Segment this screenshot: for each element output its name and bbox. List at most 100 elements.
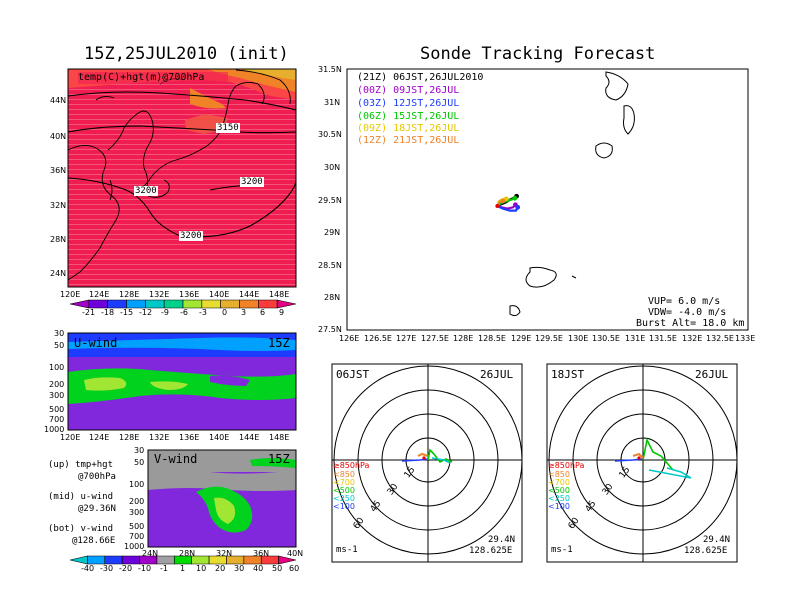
- wind-cbar-label: 50: [272, 564, 283, 573]
- uwind-p-tick: 50: [54, 341, 65, 350]
- vwind-lat-tick: 32N: [216, 549, 233, 558]
- sonde-track-2: [496, 205, 519, 212]
- contour-label-3150: 3150: [216, 123, 240, 133]
- map-lon-tick: 120E: [60, 290, 81, 299]
- param-burst: Burst Alt= 18.0 km: [636, 318, 745, 329]
- note-mid: (mid) u-wind: [48, 492, 114, 502]
- wind-cbar-label: 40: [253, 564, 264, 573]
- uwind-lon-tick: 140E: [209, 433, 230, 442]
- temp-cbar-label: -9: [161, 308, 169, 317]
- hodo0-level: <500: [333, 486, 355, 495]
- hodo0-level: <100: [333, 502, 355, 511]
- hodo0-time: 06JST: [336, 368, 370, 381]
- temp-cbar-label: 6: [260, 308, 266, 317]
- uwind-p-tick: 100: [49, 363, 65, 372]
- hodo1-units: ms-1: [551, 545, 573, 555]
- sonde-endpoint-5: [500, 198, 506, 204]
- hodo1-lon: 128.625E: [684, 546, 728, 556]
- temp-colorbar-swatch: [220, 299, 240, 309]
- hodo-trace-850: [417, 452, 429, 457]
- uwind-section: [68, 333, 296, 430]
- note-mid-sub: @29.36N: [78, 504, 116, 514]
- temp-colorbar-swatch: [69, 299, 90, 309]
- wind-colorbar-swatch: [87, 555, 106, 565]
- vwind-p-tick: 30: [134, 446, 145, 455]
- vwind-p-tick: 1000: [124, 542, 145, 551]
- sonde-endpoint-2: [515, 204, 521, 210]
- temp-cbar-label: 3: [241, 308, 247, 317]
- temp-colorbar-swatch: [239, 299, 259, 309]
- hodo0-level: <700: [333, 478, 355, 487]
- track-lon-tick: 131.5E: [649, 334, 677, 343]
- hodo-origin: [637, 456, 641, 460]
- hodo-trace-250: [648, 467, 692, 479]
- temp-cbar-label: -3: [199, 308, 207, 317]
- hodo0-date: 26JUL: [480, 368, 514, 381]
- vwind-p-tick: 500: [129, 522, 145, 531]
- vwind-label: V-wind: [154, 452, 198, 466]
- vwind-time: 15Z: [268, 452, 290, 466]
- hodo1-time: 18JST: [551, 368, 585, 381]
- uwind-p-tick: 30: [54, 329, 65, 338]
- wind-colorbar: [69, 555, 297, 565]
- track-lon-tick: 128.5E: [478, 334, 506, 343]
- track-lon-tick: 131E: [625, 334, 646, 343]
- temp-cbar-label: -18: [101, 308, 115, 317]
- temp-colorbar-swatch: [88, 299, 108, 309]
- temp-colorbar-swatch: [182, 299, 203, 309]
- uwind-label: U-wind: [74, 336, 118, 350]
- legend-entry: (00Z) 09JST,26JUL: [357, 85, 460, 96]
- uwind-time: 15Z: [268, 336, 290, 350]
- wind-cbar-label: 1: [180, 564, 186, 573]
- uwind-lon-tick: 144E: [239, 433, 260, 442]
- temp-colorbar-swatch: [145, 299, 165, 309]
- track-lat-tick: 30.5N: [318, 130, 342, 139]
- param-vup: VUP= 6.0 m/s: [648, 296, 721, 307]
- wind-cbar-label: -30: [100, 564, 114, 573]
- legend-entry: (09Z) 18JST,26JUL: [357, 123, 460, 134]
- hodo1-level: ≥850hPa: [548, 461, 585, 470]
- map-lat-tick: 32N: [50, 201, 67, 210]
- map-lat-tick: 24N: [50, 269, 67, 278]
- wind-colorbar-swatch: [278, 555, 297, 565]
- sonde-endpoint-3: [512, 195, 518, 201]
- legend-entry: (12Z) 21JST,26JUL: [357, 135, 460, 146]
- contour-label-3200-a: 3200: [134, 186, 158, 196]
- left-title: 15Z,25JUL2010 (init): [84, 44, 289, 64]
- vwind-lat-tick: 24N: [142, 549, 159, 558]
- vwind-p-tick: 200: [129, 497, 145, 506]
- wind-cbar-label: -1: [160, 564, 168, 573]
- temp-cbar-label: -15: [120, 308, 134, 317]
- wind-colorbar-swatch: [69, 555, 88, 565]
- right-title: Sonde Tracking Forecast: [420, 44, 656, 64]
- hodo0-level: <850: [333, 470, 355, 479]
- track-lat-tick: 31N: [324, 98, 341, 107]
- hodo1-lat: 29.4N: [703, 535, 731, 545]
- legend-entry: (03Z) 12JST,26JUL: [357, 98, 460, 109]
- track-lon-tick: 129.5E: [535, 334, 563, 343]
- param-vdw: VDW= -4.0 m/s: [648, 307, 727, 318]
- map-lat-tick: 36N: [50, 166, 67, 175]
- track-lon-tick: 132.5E: [706, 334, 734, 343]
- track-lat-tick: 27.5N: [318, 325, 342, 334]
- uwind-lon-tick: 120E: [60, 433, 81, 442]
- temp-colorbar-swatch: [126, 299, 146, 309]
- wind-colorbar-swatch: [104, 555, 123, 565]
- map-lat-tick: 28N: [50, 235, 67, 244]
- track-lon-tick: 127.5E: [421, 334, 449, 343]
- track-lon-tick: 126E: [339, 334, 360, 343]
- wind-cbar-label: 60: [289, 564, 300, 573]
- note-up-sub: @700hPa: [78, 472, 116, 482]
- legend-entry: (06Z) 15JST,26JUL: [357, 111, 460, 122]
- note-bot: (bot) v-wind: [48, 524, 114, 534]
- uwind-lon-tick: 136E: [179, 433, 200, 442]
- track-map: [346, 68, 749, 331]
- launch-point: [495, 204, 500, 209]
- hodo-trace-850: [632, 452, 644, 459]
- map-lon-tick: 136E: [179, 290, 200, 299]
- vwind-lat-tick: 28N: [179, 549, 196, 558]
- map-label: temp(C)+hgt(m)@700hPa: [78, 72, 205, 83]
- map-lat-tick: 44N: [50, 96, 67, 105]
- wind-cbar-label: 30: [234, 564, 245, 573]
